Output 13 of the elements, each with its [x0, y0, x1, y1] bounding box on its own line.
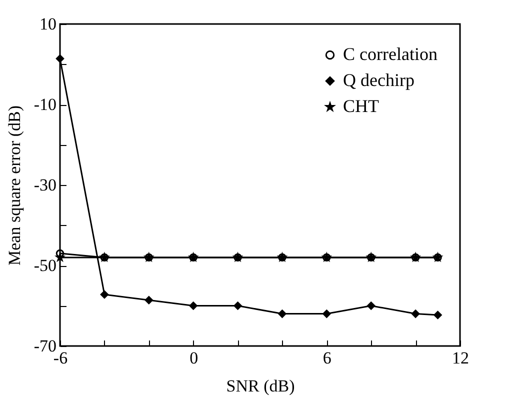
legend-label: Q dechirp	[343, 70, 414, 90]
x-tick-label: 0	[190, 348, 198, 368]
x-axis-title: SNR (dB)	[226, 376, 295, 396]
legend-label: CHT	[343, 96, 380, 116]
x-tick-label: 12	[452, 348, 469, 368]
y-tick-label: -30	[34, 176, 56, 194]
y-tick-label: -10	[34, 95, 56, 114]
y-axis-title: Mean square error (dB)	[4, 105, 24, 266]
y-tick-label: -50	[34, 256, 56, 275]
x-tick-label: 6	[322, 348, 332, 368]
y-tick-label: -70	[34, 336, 56, 356]
y-tick-label: 10	[40, 14, 56, 34]
legend-label: C correlation	[343, 44, 438, 64]
